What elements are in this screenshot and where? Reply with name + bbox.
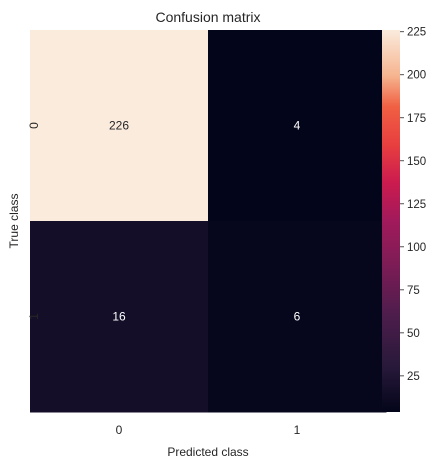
colorbar bbox=[382, 30, 400, 412]
cell-value-label: 226 bbox=[109, 119, 129, 133]
colorbar-ticks: 25 50 75 100 125 150 175 200 225 bbox=[400, 27, 426, 383]
colorbar-tick-label: 200 bbox=[407, 70, 426, 82]
cell-value-label: 16 bbox=[112, 310, 126, 324]
colorbar-tick-label: 25 bbox=[407, 371, 420, 383]
x-tick-label: 0 bbox=[116, 423, 123, 437]
cell-value-label: 4 bbox=[294, 119, 301, 133]
colorbar-tick-label: 100 bbox=[407, 242, 426, 254]
y-axis-ticks: 01 bbox=[27, 122, 41, 320]
colorbar-tick-label: 175 bbox=[407, 113, 426, 125]
y-tick-label: 1 bbox=[27, 313, 41, 320]
colorbar-tick-label: 125 bbox=[407, 199, 426, 211]
colorbar-tick-label: 75 bbox=[407, 285, 420, 297]
cell-annotations: 226 4 16 6 bbox=[109, 119, 301, 324]
cell-value-label: 6 bbox=[294, 310, 301, 324]
heatmap-cell bbox=[208, 221, 387, 413]
chart-title: Confusion matrix bbox=[155, 9, 260, 25]
heatmap-cell bbox=[208, 30, 387, 222]
colorbar-tick-label: 150 bbox=[407, 156, 426, 168]
heatmap-cell bbox=[30, 221, 209, 413]
x-tick-label: 1 bbox=[294, 423, 301, 437]
y-tick-label: 0 bbox=[27, 122, 41, 129]
heatmap-cell bbox=[30, 30, 209, 222]
x-axis-label: Predicted class bbox=[167, 445, 248, 459]
heatmap-cells bbox=[30, 30, 387, 413]
y-axis-label: True class bbox=[7, 194, 21, 249]
colorbar-tick-label: 50 bbox=[407, 328, 420, 340]
colorbar-tick-label: 225 bbox=[407, 27, 426, 39]
